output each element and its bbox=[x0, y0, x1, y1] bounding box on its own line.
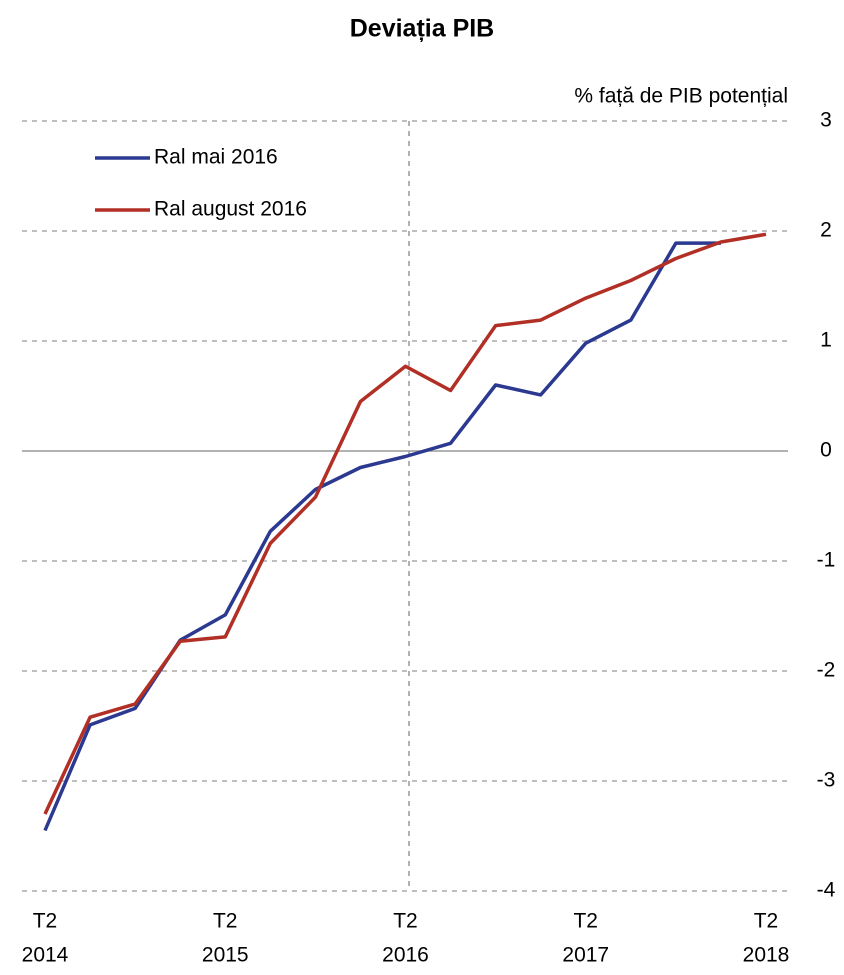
y-tick-label: -3 bbox=[817, 769, 836, 792]
series-line bbox=[43, 232, 767, 815]
y-tick-label: -2 bbox=[817, 659, 836, 682]
x-tick-label: T2 bbox=[213, 910, 238, 933]
x-tick-label: T2 bbox=[393, 910, 418, 933]
legend-label: Ral august 2016 bbox=[154, 198, 307, 221]
legend-label: Ral mai 2016 bbox=[154, 146, 278, 169]
y-axis-label: % față de PIB potențial bbox=[574, 85, 788, 108]
y-tick-label: 2 bbox=[820, 219, 832, 242]
chart-title: Deviația PIB bbox=[350, 15, 495, 43]
x-tick-label: T2 bbox=[573, 910, 598, 933]
y-tick-label: 0 bbox=[820, 439, 832, 462]
y-tick-label: 3 bbox=[820, 109, 832, 132]
y-tick-label: -1 bbox=[817, 549, 836, 572]
x-tick-label: 2017 bbox=[562, 944, 609, 967]
x-tick-label: 2016 bbox=[382, 944, 429, 967]
x-tick-label: 2014 bbox=[22, 944, 69, 967]
x-tick-label: 2018 bbox=[743, 944, 790, 967]
y-tick-label: 1 bbox=[820, 329, 832, 352]
series-line bbox=[43, 241, 721, 832]
x-tick-label: T2 bbox=[754, 910, 779, 933]
x-tick-label: 2015 bbox=[202, 944, 249, 967]
x-tick-label: T2 bbox=[33, 910, 58, 933]
y-tick-label: -4 bbox=[817, 879, 836, 902]
